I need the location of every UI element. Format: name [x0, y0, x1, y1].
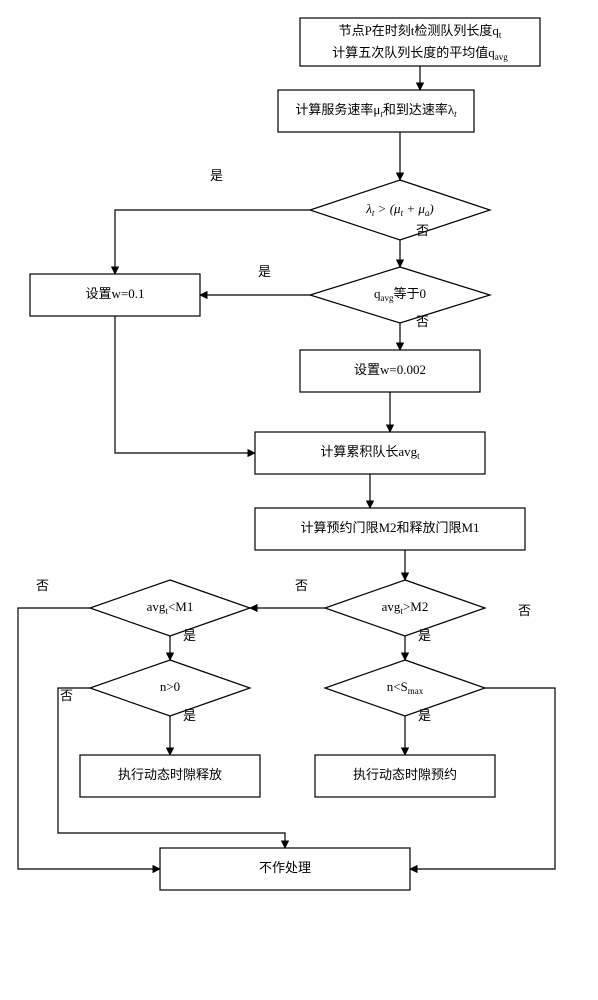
edge-label: 否: [60, 688, 73, 703]
n7-text: 计算累积队长avgt: [320, 444, 420, 461]
edge-label: 否: [416, 314, 429, 329]
edge-label: 是: [183, 708, 196, 723]
edge-label: 是: [210, 168, 223, 183]
n9-text: avgt>M2: [382, 599, 429, 616]
edge-label: 是: [258, 264, 271, 279]
n3-text: λt > (μt + μa): [365, 201, 433, 218]
n6-text: 设置w=0.002: [354, 362, 426, 377]
n8-text: 计算预约门限M2和释放门限M1: [300, 520, 479, 535]
edge-label: 否: [36, 578, 49, 593]
edge-label: 否: [416, 223, 429, 238]
n1-text-2: 计算五次队列长度的平均值qavg: [332, 45, 508, 62]
edge-label: 是: [418, 628, 431, 643]
edge: [18, 608, 160, 869]
edge-label: 是: [183, 628, 196, 643]
n5-text: 设置w=0.1: [86, 286, 145, 301]
n1-text-1: 节点P在时刻t检测队列长度qt: [339, 23, 502, 40]
n13-text: 执行动态时隙释放: [118, 767, 222, 782]
n10-text: avgt<M1: [147, 599, 194, 616]
n2-text: 计算服务速率μt和到达速率λt: [295, 102, 457, 119]
edge-label: 否: [518, 603, 531, 618]
edge-label: 是: [418, 708, 431, 723]
n15-text: 不作处理: [259, 860, 311, 875]
edge: [115, 316, 255, 453]
n14-text: 执行动态时隙预约: [353, 767, 457, 782]
n11-text: n>0: [160, 679, 180, 694]
edge: [115, 210, 310, 274]
edge-label: 否: [295, 578, 308, 593]
